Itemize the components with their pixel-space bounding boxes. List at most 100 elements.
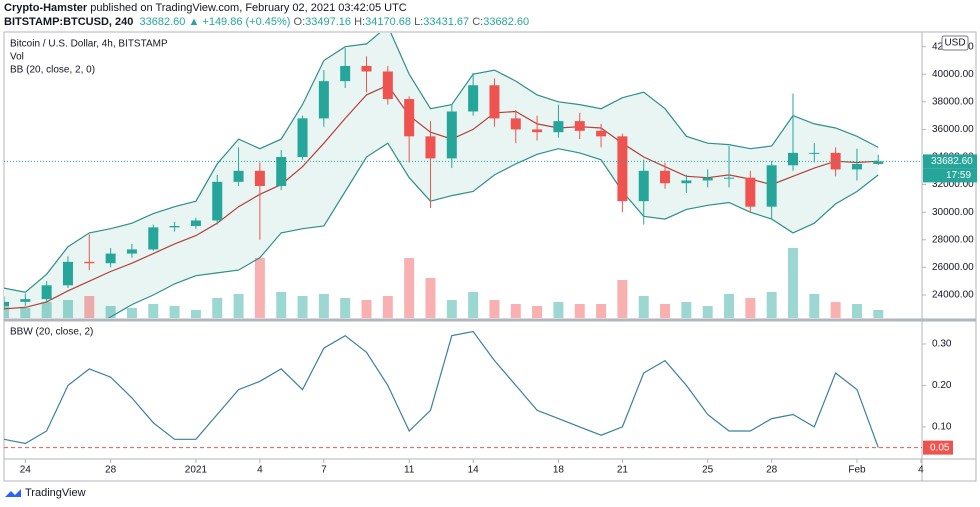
- candle-body: [745, 177, 756, 207]
- y-tick-label: 0.30: [932, 339, 952, 350]
- x-tick-label: 24: [20, 465, 32, 476]
- publish-line: Crypto-Hamster published on TradingView.…: [4, 1, 529, 15]
- last: 33682.60: [139, 16, 186, 28]
- candle-body: [84, 261, 95, 264]
- y-tick-label: 38000.00: [932, 96, 974, 107]
- candle-body: [212, 181, 223, 221]
- last-price-label: 33682.60: [931, 156, 973, 167]
- volume-bar: [553, 302, 564, 318]
- legend-bands: BB (20, close, 2, 0): [10, 65, 95, 76]
- volume-bar: [105, 306, 116, 318]
- y-tick-label: 0.20: [932, 380, 952, 391]
- volume-bar: [190, 310, 201, 318]
- volume-bar: [41, 302, 52, 318]
- bbw-line: [4, 330, 879, 448]
- x-tick-label: Feb: [848, 465, 866, 476]
- candle-body: [681, 180, 692, 184]
- symbol-line: BITSTAMP:BTCUSD, 240 33682.60 ▲ +149.86 …: [4, 15, 529, 29]
- x-tick-label: 25: [702, 465, 714, 476]
- ohlc-value: 34170.68: [365, 16, 411, 28]
- band-fill: [4, 33, 879, 318]
- candle-body: [851, 163, 862, 170]
- volume-bar: [84, 296, 95, 318]
- candle-body: [425, 136, 436, 159]
- x-tick-label: 21: [617, 465, 629, 476]
- candle-body: [638, 170, 649, 202]
- candle-body: [254, 170, 265, 186]
- band-upper: [4, 33, 879, 293]
- volume-bar: [617, 280, 628, 318]
- x-tick-label: 28: [766, 465, 778, 476]
- band-lower: [107, 142, 879, 318]
- volume-bar: [468, 292, 479, 318]
- volume-bar: [787, 248, 798, 318]
- volume-bar: [574, 304, 585, 318]
- candle-body: [20, 299, 31, 302]
- volume-bar: [148, 304, 159, 318]
- ohlc-label: C:: [472, 16, 484, 28]
- volume-bar: [126, 308, 137, 318]
- volume-bar: [382, 296, 393, 318]
- last-price-box: [923, 154, 977, 169]
- candle-body: [233, 170, 244, 182]
- volume-bar: [404, 258, 415, 318]
- currency: USD: [944, 38, 965, 49]
- y-tick-label: 0.10: [932, 422, 952, 433]
- logo: TradingView: [5, 487, 86, 499]
- y-tick-label: 40000.00: [932, 69, 974, 80]
- volume-bar: [361, 300, 372, 318]
- countdown: 17:59: [946, 170, 971, 181]
- candle-body: [318, 81, 329, 119]
- candle-body: [510, 118, 521, 130]
- ohlc-label: H:: [354, 16, 366, 28]
- candle-body: [660, 170, 671, 184]
- volume-bar: [873, 310, 884, 318]
- volume-bar: [212, 298, 223, 318]
- ohlc-value: 33682.60: [483, 16, 530, 28]
- candle-body: [148, 227, 159, 250]
- volume-bar: [638, 296, 649, 318]
- ohlc-value: 33431.67: [423, 16, 470, 28]
- volume-bar: [702, 306, 713, 318]
- y-tick-label: 36000.00: [932, 124, 974, 135]
- candle-body: [574, 121, 585, 131]
- candle-body: [169, 225, 180, 228]
- candle-body: [297, 118, 308, 158]
- volume-bar: [233, 294, 244, 318]
- volume-bar: [254, 258, 265, 318]
- volume-bar: [4, 304, 9, 318]
- y-tick-label: 28000.00: [932, 234, 974, 245]
- candle-body: [340, 65, 351, 82]
- x-tick-label: 11: [404, 465, 415, 476]
- volume-bar: [510, 304, 521, 318]
- candle-body: [126, 249, 137, 254]
- currency-box: [941, 35, 969, 51]
- volume-bar: [766, 292, 777, 318]
- candle-body: [382, 71, 393, 100]
- frame: [3, 31, 977, 482]
- volume-bar: [340, 298, 351, 318]
- candle-body: [105, 253, 116, 264]
- volume-bar: [489, 300, 500, 318]
- candle-body: [809, 152, 820, 154]
- x-tick-label: 7: [321, 465, 327, 476]
- legend-bbw: BBW (20, close, 2): [10, 327, 93, 338]
- volume-bar: [297, 296, 308, 318]
- volume-bar: [681, 302, 692, 318]
- y-tick-label: 32000.00: [932, 179, 974, 190]
- volume-bar: [660, 304, 671, 318]
- header: Crypto-Hamster published on TradingView.…: [4, 1, 529, 29]
- level-label: 0.05: [930, 442, 950, 453]
- candle-body: [404, 99, 415, 137]
- candle-body: [702, 177, 713, 181]
- candle-body: [553, 121, 564, 133]
- volume-bar: [809, 294, 820, 318]
- candle-body: [724, 177, 735, 179]
- volume-bar: [596, 304, 607, 318]
- band-basis: [4, 84, 879, 310]
- candle-body: [766, 165, 777, 207]
- x-tick-label: 2021: [185, 465, 208, 476]
- x-tick-label: 28: [105, 465, 117, 476]
- volume-bar: [532, 306, 543, 318]
